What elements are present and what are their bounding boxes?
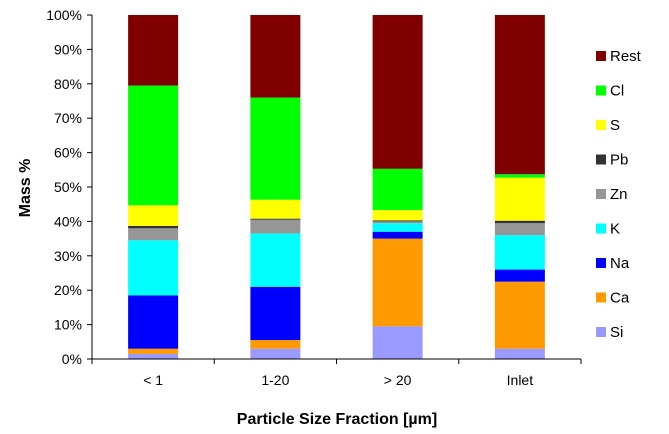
legend-label-s: S xyxy=(610,117,620,134)
axes: 0% 10% 20% 30% 40% 50% 60% 70% 80% 90% 100% < 1 1-20… xyxy=(46,7,582,388)
bar-segment-na-0 xyxy=(128,295,179,349)
bar-segment-si-0 xyxy=(128,353,179,359)
y-tick-label: 100% xyxy=(46,7,82,23)
x-tick-label: 1-20 xyxy=(261,372,289,388)
legend-swatch-cl xyxy=(596,85,606,96)
y-tick-label: 30% xyxy=(54,248,82,264)
bar-segment-k-1 xyxy=(250,233,301,287)
bar-segment-ca-3 xyxy=(494,281,545,349)
legend-swatch-k xyxy=(596,223,606,234)
bar-segment-na-2 xyxy=(372,231,423,239)
y-tick-label: 80% xyxy=(54,76,82,92)
legend-swatch-ca xyxy=(596,292,606,303)
legend-label-cl: Cl xyxy=(610,83,624,100)
legend-label-zn: Zn xyxy=(610,186,628,203)
y-tick-label: 70% xyxy=(54,110,82,126)
legend-label-pb: Pb xyxy=(610,152,628,169)
y-axis-title: Mass % xyxy=(17,159,34,218)
legend-label-si: Si xyxy=(610,324,623,341)
bar-segment-cl-3 xyxy=(494,174,545,178)
bar-segment-s-1 xyxy=(250,199,301,219)
bar-segment-pb-3 xyxy=(494,220,545,224)
y-tick-label: 60% xyxy=(54,145,82,161)
bar-segment-pb-1 xyxy=(250,218,301,220)
legend-label-rest: Rest xyxy=(610,48,642,65)
y-tick-label: 10% xyxy=(54,317,82,333)
bar-segment-rest-3 xyxy=(494,15,545,175)
x-tick-label: > 20 xyxy=(384,372,412,388)
legend-swatch-pb xyxy=(596,154,606,165)
legend-label-na: Na xyxy=(610,255,630,272)
legend-swatch-si xyxy=(596,327,606,337)
bar-segment-k-3 xyxy=(494,235,545,270)
bar-segment-ca-2 xyxy=(372,238,423,327)
bar-segment-na-1 xyxy=(250,286,301,341)
bar-segment-cl-1 xyxy=(250,97,301,200)
y-tick-label: 20% xyxy=(54,282,82,298)
legend-swatch-na xyxy=(596,258,606,268)
bar-segment-pb-0 xyxy=(128,225,179,229)
plot-area xyxy=(128,15,545,359)
legend-label-k: K xyxy=(610,221,620,238)
bar-segment-s-2 xyxy=(372,210,423,221)
bar-segment-s-3 xyxy=(494,177,545,221)
bar-segment-cl-0 xyxy=(128,85,179,206)
bar-segment-si-3 xyxy=(494,348,545,359)
bar-segment-rest-0 xyxy=(128,15,179,86)
bar-segment-rest-2 xyxy=(372,15,423,169)
legend: Rest Cl S Pb Zn K Na Ca Si xyxy=(596,48,642,341)
legend-swatch-s xyxy=(596,120,606,130)
bar-segment-cl-2 xyxy=(372,168,423,211)
x-tick-label: < 1 xyxy=(143,372,163,388)
bar-segment-zn-2 xyxy=(372,221,423,224)
x-axis-title: Particle Size Fraction [µm] xyxy=(237,411,437,428)
bar-segment-pb-2 xyxy=(372,220,423,222)
bar-segment-si-1 xyxy=(250,348,301,359)
bar-segment-k-2 xyxy=(372,223,423,232)
y-tick-label: 40% xyxy=(54,213,82,229)
legend-label-ca: Ca xyxy=(610,290,630,307)
bar-segment-zn-1 xyxy=(250,219,301,234)
bar-segment-zn-0 xyxy=(128,228,179,241)
legend-swatch-rest xyxy=(596,51,606,61)
bar-segment-na-3 xyxy=(494,269,545,282)
bar-segment-s-0 xyxy=(128,205,179,226)
bar-segment-ca-1 xyxy=(250,340,301,349)
x-tick-label: Inlet xyxy=(507,372,534,388)
y-tick-label: 90% xyxy=(54,41,82,57)
bar-segment-si-2 xyxy=(372,326,423,359)
y-tick-label: 50% xyxy=(54,179,82,195)
legend-swatch-zn xyxy=(596,189,606,199)
bar-segment-zn-3 xyxy=(494,223,545,236)
y-tick-label: 0% xyxy=(62,351,82,367)
bar-segment-rest-1 xyxy=(250,15,301,98)
bar-segment-ca-0 xyxy=(128,348,179,354)
bar-segment-k-0 xyxy=(128,240,179,296)
